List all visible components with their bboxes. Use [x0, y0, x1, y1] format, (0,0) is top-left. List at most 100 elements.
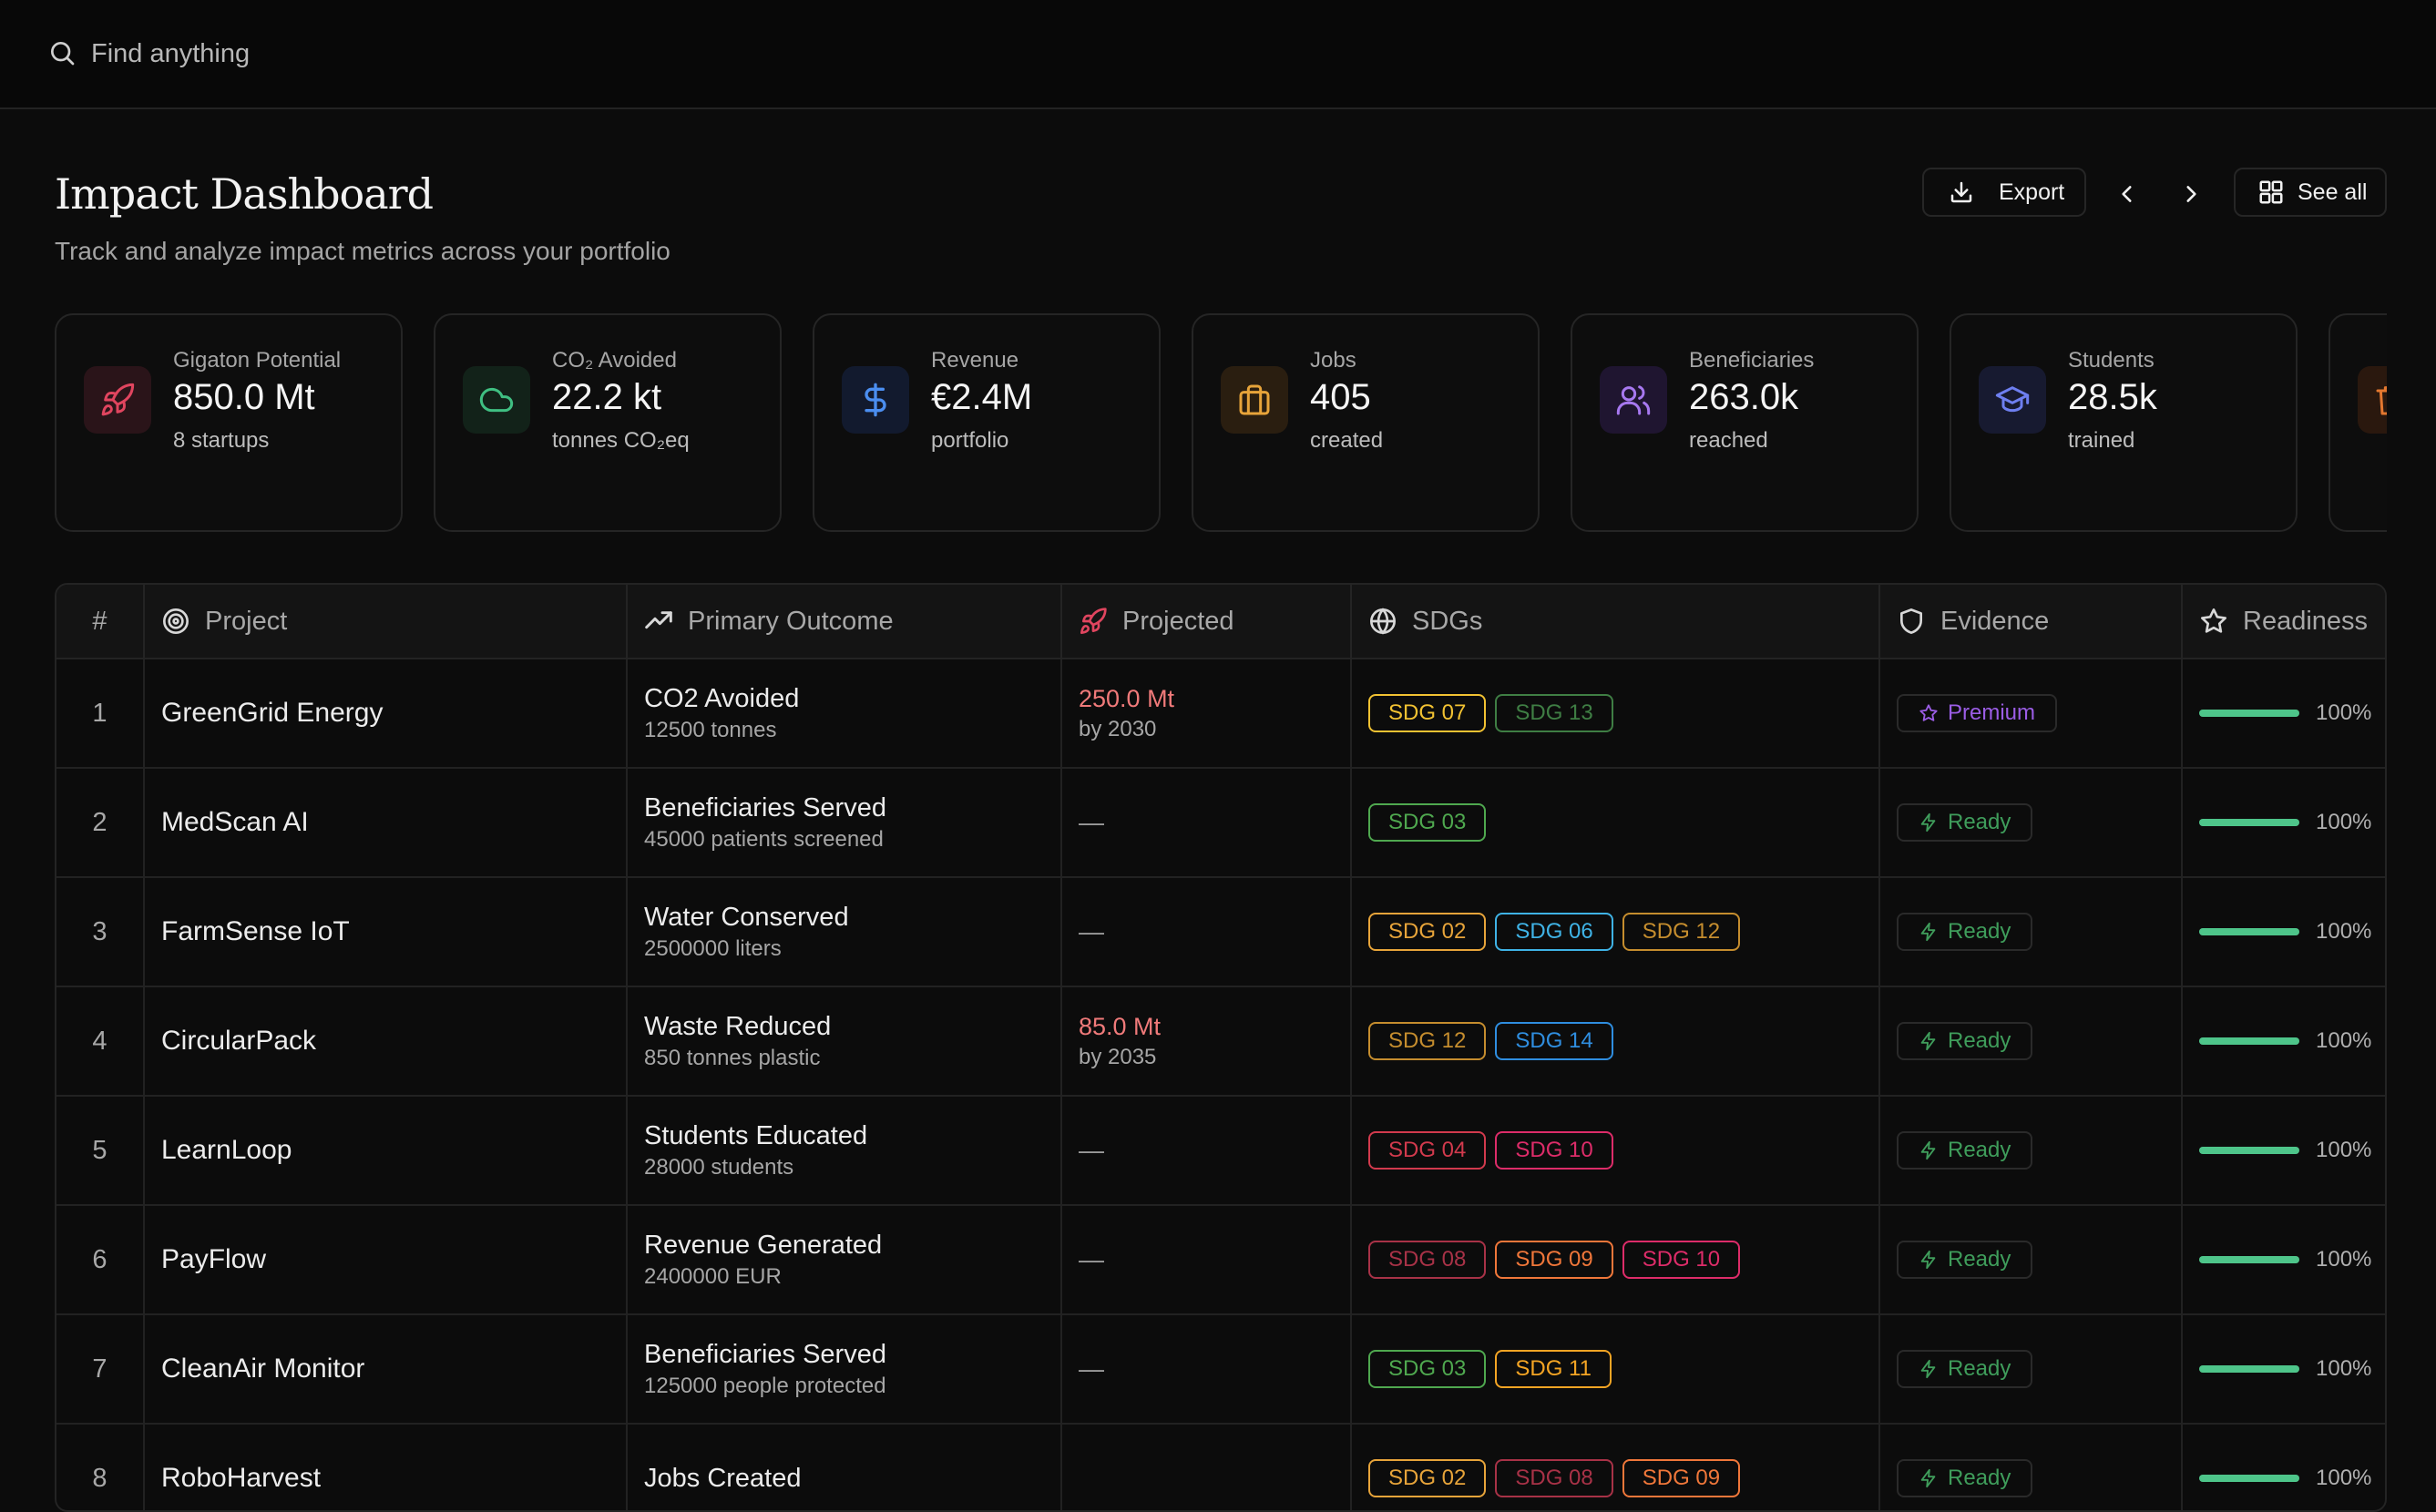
sdg-tag[interactable]: SDG 02	[1368, 913, 1487, 951]
stat-card-jobs[interactable]: Jobs 405 created	[1192, 313, 1540, 532]
export-button[interactable]: Export	[1922, 168, 2086, 217]
readiness-indicator: 100%	[2199, 1247, 2385, 1272]
table-body: 1 GreenGrid Energy CO2 Avoided 12500 tonnes…	[56, 659, 2385, 1510]
column-header-projected[interactable]: Projected	[1061, 585, 1352, 659]
sdg-tag[interactable]: SDG 11	[1495, 1350, 1612, 1388]
column-header-sdgs[interactable]: SDGs	[1351, 585, 1880, 659]
evidence-cell: Ready	[1879, 1424, 2183, 1510]
table-row[interactable]: 7 CleanAir Monitor Beneficiaries Served 125…	[56, 1314, 2385, 1425]
sdg-tag[interactable]: SDG 04	[1368, 1131, 1487, 1170]
table-row[interactable]: 2 MedScan AI Beneficiaries Served 45000 pat…	[56, 768, 2385, 878]
evidence-badge[interactable]: Ready	[1897, 1131, 2033, 1170]
evidence-badge[interactable]: Ready	[1897, 1241, 2033, 1279]
stat-card-students[interactable]: Students 28.5k trained	[1950, 313, 2298, 532]
search-input[interactable]	[89, 29, 731, 78]
stat-card-partial[interactable]	[2329, 313, 2387, 532]
sdg-tag[interactable]: SDG 10	[1622, 1241, 1741, 1279]
projects-table: # Project Primary Outcome Projected SDGs…	[55, 583, 2387, 1512]
stat-value: 28.5k	[2068, 377, 2157, 417]
readiness-bar-fill	[2199, 710, 2299, 717]
stat-icon-box	[842, 366, 909, 434]
sdg-tag[interactable]: SDG 07	[1368, 694, 1487, 732]
readiness-cell: 100%	[2182, 877, 2385, 987]
projected-value: 85.0 Mt	[1079, 1013, 1162, 1040]
sdg-tag[interactable]: SDG 03	[1368, 1350, 1487, 1388]
project-name[interactable]: FarmSense IoT	[144, 877, 628, 987]
project-name[interactable]: CleanAir Monitor	[144, 1314, 628, 1425]
evidence-badge[interactable]: Ready	[1897, 913, 2033, 951]
sdg-tag[interactable]: SDG 14	[1495, 1022, 1613, 1060]
stat-card-gigaton[interactable]: Gigaton Potential 850.0 Mt 8 startups	[55, 313, 403, 532]
evidence-badge[interactable]: Ready	[1897, 803, 2033, 842]
evidence-cell: Ready	[1879, 986, 2183, 1097]
readiness-percent: 100%	[2316, 700, 2372, 725]
sdg-tag[interactable]: SDG 06	[1495, 913, 1613, 951]
evidence-cell: Ready	[1879, 1205, 2183, 1315]
sdgs-cell: SDG 07 SDG 13	[1351, 659, 1880, 769]
stat-card-co2[interactable]: CO₂ Avoided 22.2 kt tonnes CO₂eq	[434, 313, 782, 532]
evidence-badge[interactable]: Ready	[1897, 1350, 2033, 1388]
stat-note: trained	[2068, 428, 2135, 453]
sdg-tag[interactable]: SDG 08	[1368, 1241, 1487, 1279]
stat-note: 8 startups	[173, 428, 270, 453]
project-name[interactable]: LearnLoop	[144, 1096, 628, 1206]
outcome-title: Beneficiaries Served	[644, 1340, 886, 1369]
star-icon	[2201, 608, 2226, 633]
outcome-title: Revenue Generated	[644, 1231, 883, 1260]
column-header-primary-outcome[interactable]: Primary Outcome	[627, 585, 1062, 659]
evidence-badge[interactable]: Ready	[1897, 1022, 2033, 1060]
evidence-cell: Ready	[1879, 1314, 2183, 1425]
column-header-project[interactable]: Project	[144, 585, 628, 659]
outcome-title: CO2 Avoided	[644, 684, 800, 713]
column-header-evidence[interactable]: Evidence	[1879, 585, 2183, 659]
column-header-label: Evidence	[1940, 606, 2050, 636]
stat-note: tonnes CO₂eq	[552, 428, 690, 453]
project-name[interactable]: GreenGrid Energy	[144, 659, 628, 769]
table-row[interactable]: 6 PayFlow Revenue Generated 2400000 EUR — SDG…	[56, 1205, 2385, 1315]
sdg-tag[interactable]: SDG 03	[1368, 803, 1487, 842]
evidence-label: Ready	[1948, 919, 2011, 944]
project-name[interactable]: MedScan AI	[144, 768, 628, 878]
sdg-tag[interactable]: SDG 09	[1495, 1241, 1613, 1279]
projected-cell: —	[1061, 1205, 1352, 1315]
sdg-tag[interactable]: SDG 13	[1495, 694, 1613, 732]
evidence-label: Ready	[1948, 810, 2011, 834]
column-header-label: Project	[205, 606, 288, 636]
readiness-cell: 100%	[2182, 986, 2385, 1097]
table-row[interactable]: 8 RoboHarvest Jobs Created SDG 02 SDG 08 SDG …	[56, 1424, 2385, 1510]
see-all-label: See all	[2298, 179, 2368, 205]
see-all-button[interactable]: See all	[2234, 168, 2387, 217]
evidence-badge[interactable]: Premium	[1897, 694, 2058, 732]
readiness-bar	[2199, 1365, 2299, 1373]
next-button[interactable]	[2175, 179, 2206, 209]
zap-icon	[1920, 812, 1936, 833]
table-row[interactable]: 3 FarmSense IoT Water Conserved 2500000 lit…	[56, 877, 2385, 987]
outcome-title: Water Conserved	[644, 903, 849, 932]
sdgs-cell: SDG 08 SDG 09 SDG 10	[1351, 1205, 1880, 1315]
table-row[interactable]: 5 LearnLoop Students Educated 28000 student…	[56, 1096, 2385, 1206]
sdgs-cell: SDG 03 SDG 11	[1351, 1314, 1880, 1425]
outcome-detail: 28000 students	[644, 1155, 794, 1180]
sdg-tag[interactable]: SDG 10	[1495, 1131, 1613, 1170]
sdg-tag[interactable]: SDG 12	[1622, 913, 1741, 951]
table-row[interactable]: 1 GreenGrid Energy CO2 Avoided 12500 tonnes…	[56, 659, 2385, 769]
stat-card-revenue[interactable]: Revenue €2.4M portfolio	[813, 313, 1161, 532]
outcome-detail: 45000 patients screened	[644, 827, 884, 852]
project-name[interactable]: PayFlow	[144, 1205, 628, 1315]
download-icon	[1950, 181, 1972, 203]
previous-button[interactable]	[2112, 179, 2143, 209]
sdg-tag[interactable]: SDG 02	[1368, 1459, 1487, 1497]
column-header-number[interactable]: #	[56, 585, 145, 659]
column-header-readiness[interactable]: Readiness	[2182, 585, 2385, 659]
readiness-indicator: 100%	[2199, 919, 2385, 945]
stat-card-beneficiaries[interactable]: Beneficiaries 263.0k reached	[1571, 313, 1919, 532]
projected-cell: —	[1061, 877, 1352, 987]
project-name[interactable]: CircularPack	[144, 986, 628, 1097]
table-row[interactable]: 4 CircularPack Waste Reduced 850 tonnes pla…	[56, 986, 2385, 1097]
readiness-bar-fill	[2199, 1037, 2299, 1045]
column-header-label: SDGs	[1412, 606, 1483, 636]
stat-label: Gigaton Potential	[173, 348, 342, 373]
sdg-tag[interactable]: SDG 12	[1368, 1022, 1487, 1060]
project-name[interactable]: RoboHarvest	[144, 1424, 628, 1510]
row-number: 6	[56, 1205, 145, 1315]
